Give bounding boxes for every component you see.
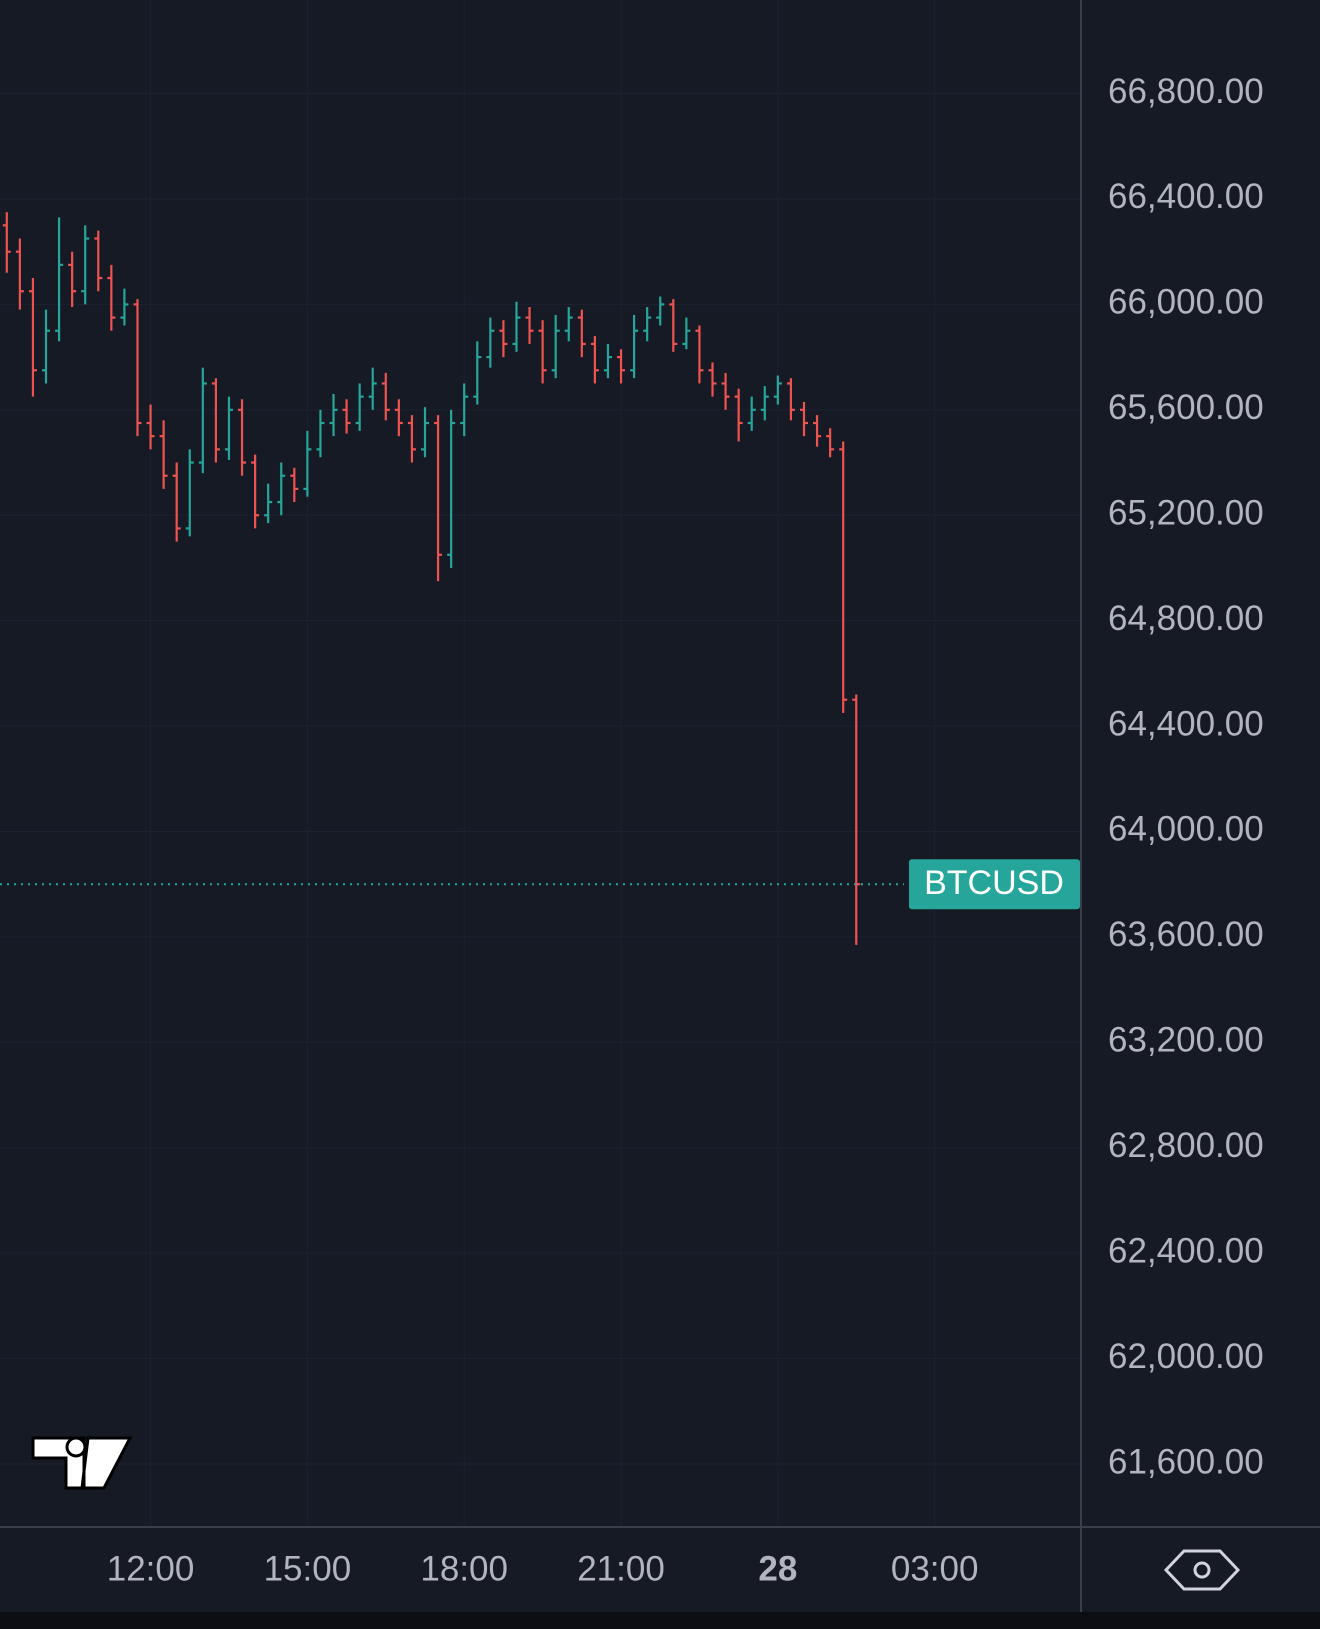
ohlc-bar [564,307,573,342]
ohlc-bar [159,420,168,489]
y-tick-label: 66,000.00 [1108,283,1264,322]
ohlc-bar [695,325,704,384]
ohlc-bar [316,409,325,458]
ohlc-bar [826,428,835,458]
ohlc-bar [643,307,652,342]
ohlc-bar [381,372,390,421]
ohlc-bar [630,314,639,379]
ohlc-bar [669,299,678,352]
bottom-strip [0,1612,1320,1629]
ohlc-bar [656,296,665,326]
tradingview-logo [31,1436,133,1490]
x-tick-label: 28 [758,1549,797,1588]
ohlc-bar [394,399,403,437]
ohlc-bar [447,409,456,568]
ohlc-bar [368,367,377,410]
y-tick-label: 62,000.00 [1108,1337,1264,1376]
ohlc-bar [617,349,626,384]
ohlc-bar [682,317,691,350]
ohlc-bar [603,343,612,379]
symbol-label: BTCUSD [924,864,1064,902]
ohlc-bar [238,399,247,476]
settings-icon[interactable] [1163,1549,1241,1591]
ohlc-bar [303,430,312,497]
ohlc-bar [68,251,77,308]
ohlc-bar [760,386,769,421]
ohlc-bar [420,407,429,458]
ohlc-bar [133,299,142,437]
y-tick-label: 64,800.00 [1108,599,1264,638]
ohlc-bar [211,378,220,463]
ohlc-bar [747,396,756,431]
ohlc-bar [499,320,508,358]
y-tick-label: 65,200.00 [1108,493,1264,532]
ohlc-bar [577,309,586,358]
ohlc-bar [342,399,351,434]
ohlc-bar [224,396,233,460]
settings-button[interactable] [1163,1549,1241,1591]
y-tick-label: 63,600.00 [1108,915,1264,954]
ohlc-bar [277,462,286,516]
ohlc-bar [786,378,795,421]
ohlc-bar [551,314,560,379]
ohlc-bar [290,467,299,503]
ohlc-bar [538,320,547,384]
ohlc-bar [15,238,24,310]
ohlc-bar [198,367,207,474]
ohlc-bar [146,404,155,450]
grid [0,0,1080,1527]
ohlc-bar [107,264,116,331]
ohlc-bar [773,375,782,405]
settings-icon-center[interactable] [1193,1561,1211,1579]
y-tick-label: 66,800.00 [1108,72,1264,111]
x-tick-label: 21:00 [577,1549,665,1588]
ohlc-bar [407,415,416,463]
ohlc-bar [55,217,64,342]
ohlc-bar [264,483,273,524]
ohlc-bar [434,415,443,582]
y-tick-label: 65,600.00 [1108,388,1264,427]
ohlc-bar [590,336,599,384]
ohlc-bar [28,278,37,397]
ohlc-bar [813,415,822,447]
ohlc-bar [172,462,181,542]
ohlc-bar [721,372,730,410]
ohlc-bar [185,449,194,537]
ohlc-bar [42,309,51,384]
y-tick-label: 64,400.00 [1108,704,1264,743]
ohlc-bar [460,383,469,437]
ohlc-bar [708,362,717,397]
x-tick-label: 03:00 [891,1549,979,1588]
y-tick-label: 62,800.00 [1108,1126,1264,1165]
symbol-label-box [909,859,1080,910]
ohlc-bar [839,441,848,713]
ohlc-bar [120,288,129,326]
x-tick-label: 12:00 [107,1549,195,1588]
ohlc-bar [473,341,482,405]
ohlc-bar [2,212,11,273]
ohlc-bar [852,694,861,945]
x-tick-label: 18:00 [420,1549,508,1588]
y-tick-label: 61,600.00 [1108,1442,1264,1481]
y-tick-label: 64,000.00 [1108,810,1264,849]
y-tick-label: 62,400.00 [1108,1231,1264,1270]
y-tick-label: 66,400.00 [1108,177,1264,216]
ohlc-bar [251,454,260,529]
x-tick-label: 15:00 [264,1549,352,1588]
ohlc-bar [81,225,90,305]
ohlc-bar [486,317,495,368]
ohlc-bar [799,401,808,437]
y-tick-label: 63,200.00 [1108,1021,1264,1060]
bars [2,212,861,945]
ohlc-bar [329,394,338,437]
ohlc-bar [734,388,743,442]
ohlc-bar [94,230,103,292]
ohlc-bar [355,383,364,431]
ohlc-bar [512,301,521,352]
ohlc-bar [525,307,534,344]
